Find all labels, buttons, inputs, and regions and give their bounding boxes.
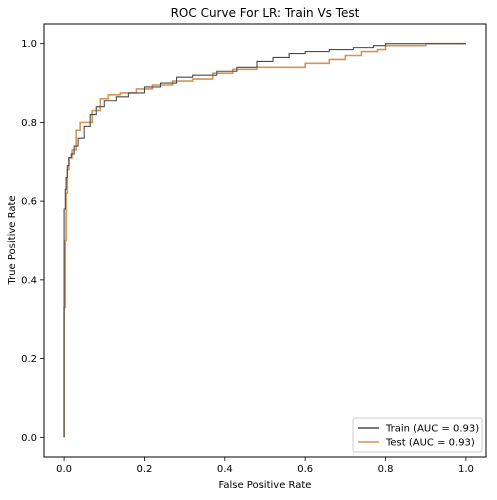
legend-box [352,417,483,453]
legend-label-test: Test (AUC = 0.93) [385,438,475,449]
y-tick-label: 0.8 [21,118,37,129]
legend-label-train: Train (AUC = 0.93) [385,424,479,435]
y-tick-label: 0.4 [21,275,37,286]
chart-title: ROC Curve For LR: Train Vs Test [171,6,360,20]
series-layer [63,42,466,438]
y-tick-label: 0.0 [21,433,37,444]
x-tick-label: 0.2 [137,464,153,475]
x-tick-label: 0.8 [378,464,394,475]
ticks-layer: 0.0 0.2 0.4 0.6 0.8 1.0 0.0 0.2 0.4 0.6 0.8 1.0 [21,39,474,475]
x-tick-label: 0.4 [217,464,233,475]
plot-area [44,24,486,457]
x-tick-label: 1.0 [458,464,474,475]
y-axis-label: True Positive Rate [7,195,18,285]
legend: Train (AUC = 0.93) Test (AUC = 0.93) [352,417,483,453]
y-tick-label: 0.6 [21,197,37,208]
plot-frame [43,23,487,458]
y-tick-label: 0.2 [21,354,37,365]
series-line-train [63,43,466,438]
y-tick-label: 1.0 [21,39,37,50]
x-tick-label: 0.0 [56,464,72,475]
x-tick-label: 0.6 [297,464,313,475]
x-axis-label: False Positive Rate [219,480,312,491]
